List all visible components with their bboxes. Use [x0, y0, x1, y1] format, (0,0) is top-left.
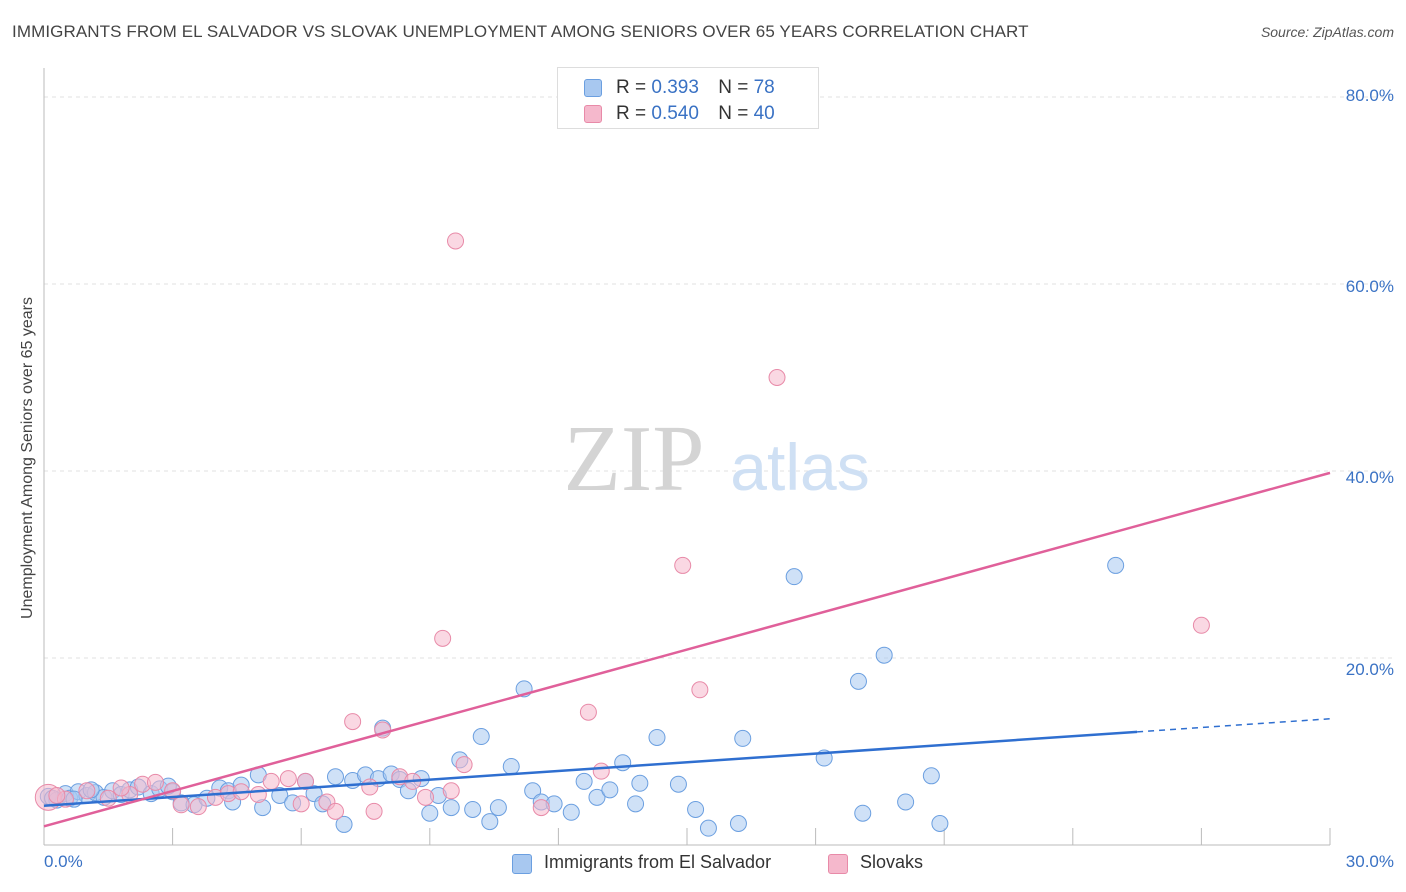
data-point: [579, 703, 597, 721]
data-point: [897, 793, 915, 811]
data-point: [691, 681, 709, 699]
chart-title: IMMIGRANTS FROM EL SALVADOR VS SLOVAK UN…: [12, 22, 1029, 41]
y-tick-label: 40.0%: [1345, 468, 1394, 487]
swatch-slovaks: [584, 105, 602, 123]
data-point: [1107, 556, 1125, 574]
r-value: 0.393: [651, 77, 699, 98]
data-point: [849, 672, 867, 690]
data-point: [699, 819, 717, 837]
legend-swatch-el-salvador: [512, 854, 532, 874]
data-point: [344, 713, 362, 731]
n-value: 78: [753, 77, 775, 98]
data-point: [296, 772, 314, 790]
data-point: [669, 775, 687, 793]
data-point: [931, 814, 949, 832]
data-point: [922, 767, 940, 785]
data-point: [361, 778, 379, 796]
legend-swatch-slovaks: [828, 854, 848, 874]
watermark-zip: ZIP: [564, 407, 705, 511]
axes: [43, 68, 1331, 846]
data-point: [249, 786, 267, 804]
data-point: [614, 754, 632, 772]
data-point: [687, 800, 705, 818]
data-point: [417, 788, 435, 806]
r-value: 0.540: [651, 103, 699, 124]
data-point: [279, 770, 297, 788]
data-point: [99, 789, 117, 807]
data-point: [335, 815, 353, 833]
y-tick-label: 60.0%: [1345, 277, 1394, 296]
data-point: [464, 800, 482, 818]
n-value: 40: [753, 103, 775, 124]
data-point: [172, 796, 190, 814]
data-point: [734, 729, 752, 747]
data-point: [674, 556, 692, 574]
data-point: [292, 795, 310, 813]
n-label: N =: [718, 103, 749, 124]
trend-line-el-salvador-extension: [1137, 718, 1331, 733]
data-point: [146, 773, 164, 791]
data-point: [524, 782, 542, 800]
watermark-atlas: atlas: [730, 430, 869, 504]
x-tick-label-max: 30.0%: [1345, 852, 1394, 871]
data-point: [768, 369, 786, 386]
data-point: [78, 782, 96, 800]
data-point: [729, 814, 747, 832]
legend-label-slovaks: Slovaks: [860, 852, 924, 872]
data-point: [262, 772, 280, 790]
data-point: [631, 774, 649, 792]
data-point: [489, 799, 507, 817]
data-point: [648, 728, 666, 746]
data-point: [442, 799, 460, 817]
data-point: [502, 757, 520, 775]
data-point: [48, 786, 66, 804]
data-point: [1192, 616, 1210, 634]
data-point: [326, 768, 344, 786]
data-point: [326, 802, 344, 820]
data-point: [365, 802, 383, 820]
data-point: [785, 568, 803, 586]
y-tick-label: 20.0%: [1345, 660, 1394, 679]
data-point: [447, 232, 465, 250]
r-label: R =: [616, 103, 647, 124]
trend-line-el-salvador: [43, 730, 1138, 807]
data-point: [434, 629, 452, 647]
watermark: ZIP atlas: [564, 407, 870, 511]
data-point: [112, 779, 130, 797]
data-point: [472, 728, 490, 746]
data-point: [532, 799, 550, 817]
data-point: [627, 795, 645, 813]
y-tick-label: 80.0%: [1345, 86, 1394, 105]
swatch-el-salvador: [584, 79, 602, 97]
data-point: [481, 813, 499, 831]
trend-lines: [43, 471, 1331, 828]
source-label: Source: ZipAtlas.com: [1260, 24, 1394, 40]
data-point: [562, 803, 580, 821]
stats-legend: R = 0.393 N = 78 R = 0.540 N = 40: [557, 67, 819, 129]
trend-line-slovaks: [43, 471, 1331, 828]
data-point: [442, 782, 460, 800]
data-point: [875, 646, 893, 664]
data-point: [592, 762, 610, 780]
data-point: [271, 786, 289, 804]
n-label: N =: [718, 77, 749, 98]
series-points-slovaks: [34, 232, 1210, 820]
data-point: [189, 798, 207, 816]
grid-lines: [44, 96, 1392, 659]
legend-label-el-salvador: Immigrants from El Salvador: [544, 852, 772, 872]
data-point: [575, 772, 593, 790]
r-label: R =: [616, 77, 647, 98]
data-point: [455, 756, 473, 774]
data-point: [421, 804, 439, 822]
data-point: [854, 804, 872, 822]
x-tick-label-min: 0.0%: [44, 852, 83, 871]
data-point: [588, 788, 606, 806]
data-point: [601, 781, 619, 799]
